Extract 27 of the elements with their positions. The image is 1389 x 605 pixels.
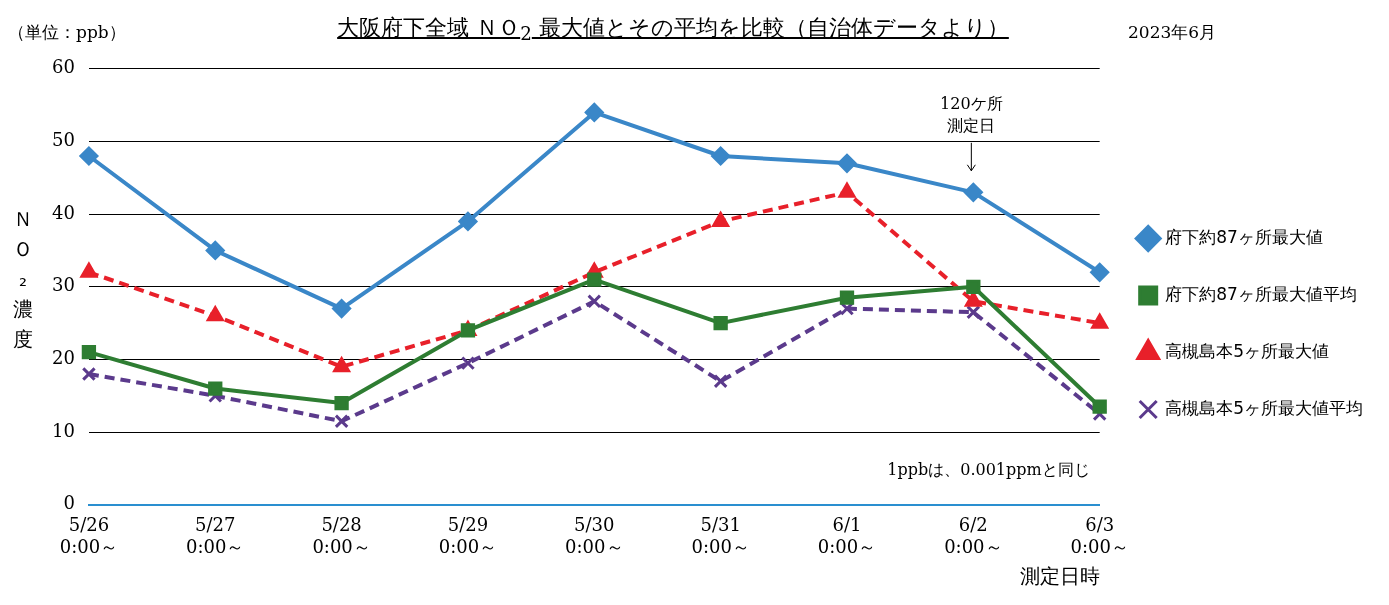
x-tick-label: 5/29 0:00～: [438, 514, 498, 557]
x-tick-label: 5/30 0:00～: [565, 514, 624, 557]
y-tick-label: 50: [52, 129, 75, 151]
legend-label: 府下約87ヶ所最大値平均: [1165, 283, 1357, 304]
y-tick-label: 20: [52, 347, 75, 369]
x-tick-label: 5/26 0:00～: [59, 514, 119, 557]
x-tick-label: 6/3 0:00～: [1070, 514, 1129, 557]
legend-label: 高槻島本5ヶ所最大値平均: [1165, 397, 1364, 418]
text: （単位：ppb）: [8, 21, 127, 44]
y-tick-label: 10: [52, 419, 75, 441]
x-tick-label: 6/2 0:00～: [944, 514, 1003, 557]
x-tick-label: 5/31 0:00～: [691, 514, 750, 557]
y-tick-label: 60: [52, 56, 75, 78]
legend-label: 府下約87ヶ所最大値: [1165, 226, 1323, 247]
y-tick-label: 0: [63, 492, 75, 514]
x-tick-label: 5/28 0:00～: [312, 514, 371, 557]
x-tick-label: 6/1 0:00～: [817, 514, 877, 557]
annotation: 1ppbは、0.001ppmと同じ: [887, 459, 1090, 479]
y-tick-label: 30: [52, 274, 75, 296]
x-tick-label: 5/27 0:00～: [186, 514, 245, 557]
y-tick-label: 40: [52, 201, 75, 223]
y-axis-title: ＮＯ₂濃度: [13, 206, 33, 353]
annotation: 120ケ所測定日: [940, 93, 1003, 135]
legend-label: 高槻島本5ヶ所最大値: [1165, 340, 1330, 361]
text: 2023年6月: [1128, 21, 1217, 44]
x-axis-title: 測定日時: [1019, 564, 1100, 589]
chart-title: 大阪府下全域 ＮＯ$_{2}$ 最大値とその平均を比較（自治体データより）: [336, 13, 1010, 44]
